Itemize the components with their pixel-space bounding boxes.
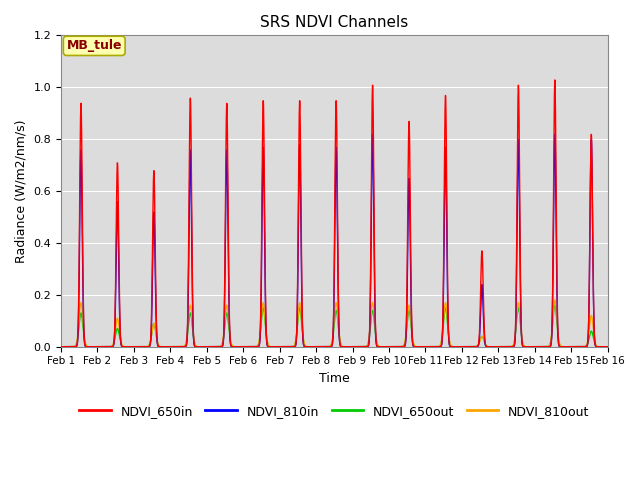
Legend: NDVI_650in, NDVI_810in, NDVI_650out, NDVI_810out: NDVI_650in, NDVI_810in, NDVI_650out, NDV… [74,400,595,423]
X-axis label: Time: Time [319,372,349,385]
Title: SRS NDVI Channels: SRS NDVI Channels [260,15,408,30]
Text: MB_tule: MB_tule [67,39,122,52]
Y-axis label: Radiance (W/m2/nm/s): Radiance (W/m2/nm/s) [15,119,28,263]
